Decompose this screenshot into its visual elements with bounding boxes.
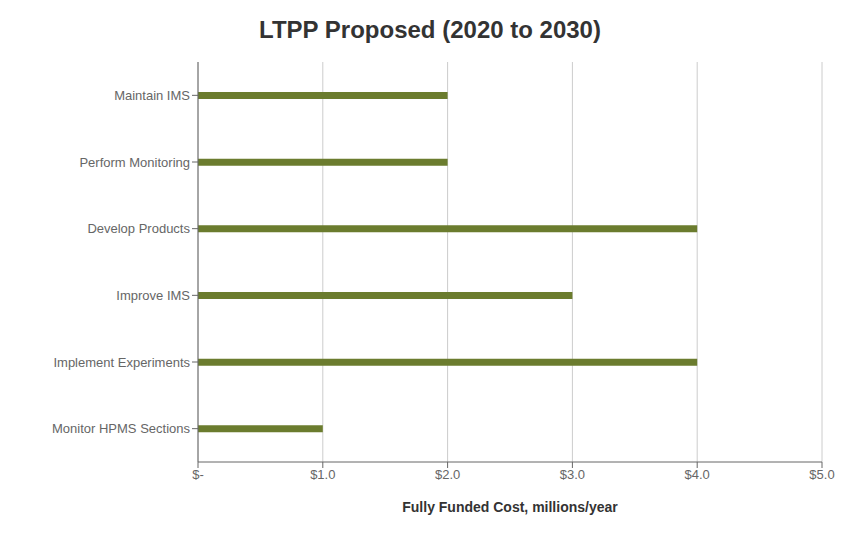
svg-text:$-: $- <box>192 467 204 482</box>
svg-text:$1.0: $1.0 <box>310 467 335 482</box>
svg-text:Fully Funded Cost, millions/ye: Fully Funded Cost, millions/year <box>402 499 618 515</box>
html-text:LTPP Proposed (2020 to 2030): LTPP Proposed (2020 to 2030) <box>259 16 601 43</box>
svg-text:Implement Experiments: Implement Experiments <box>53 355 190 370</box>
svg-text:$3.0: $3.0 <box>560 467 585 482</box>
svg-text:$2.0: $2.0 <box>435 467 460 482</box>
svg-text:Monitor HPMS Sections: Monitor HPMS Sections <box>52 421 190 436</box>
svg-text:Perform Monitoring: Perform Monitoring <box>79 155 190 170</box>
svg-text:Maintain IMS: Maintain IMS <box>114 88 190 103</box>
svg-text:$4.0: $4.0 <box>685 467 710 482</box>
svg-text:$5.0: $5.0 <box>809 467 834 482</box>
svg-text:Develop Products: Develop Products <box>87 221 190 236</box>
svg-text:Improve IMS: Improve IMS <box>116 288 190 303</box>
